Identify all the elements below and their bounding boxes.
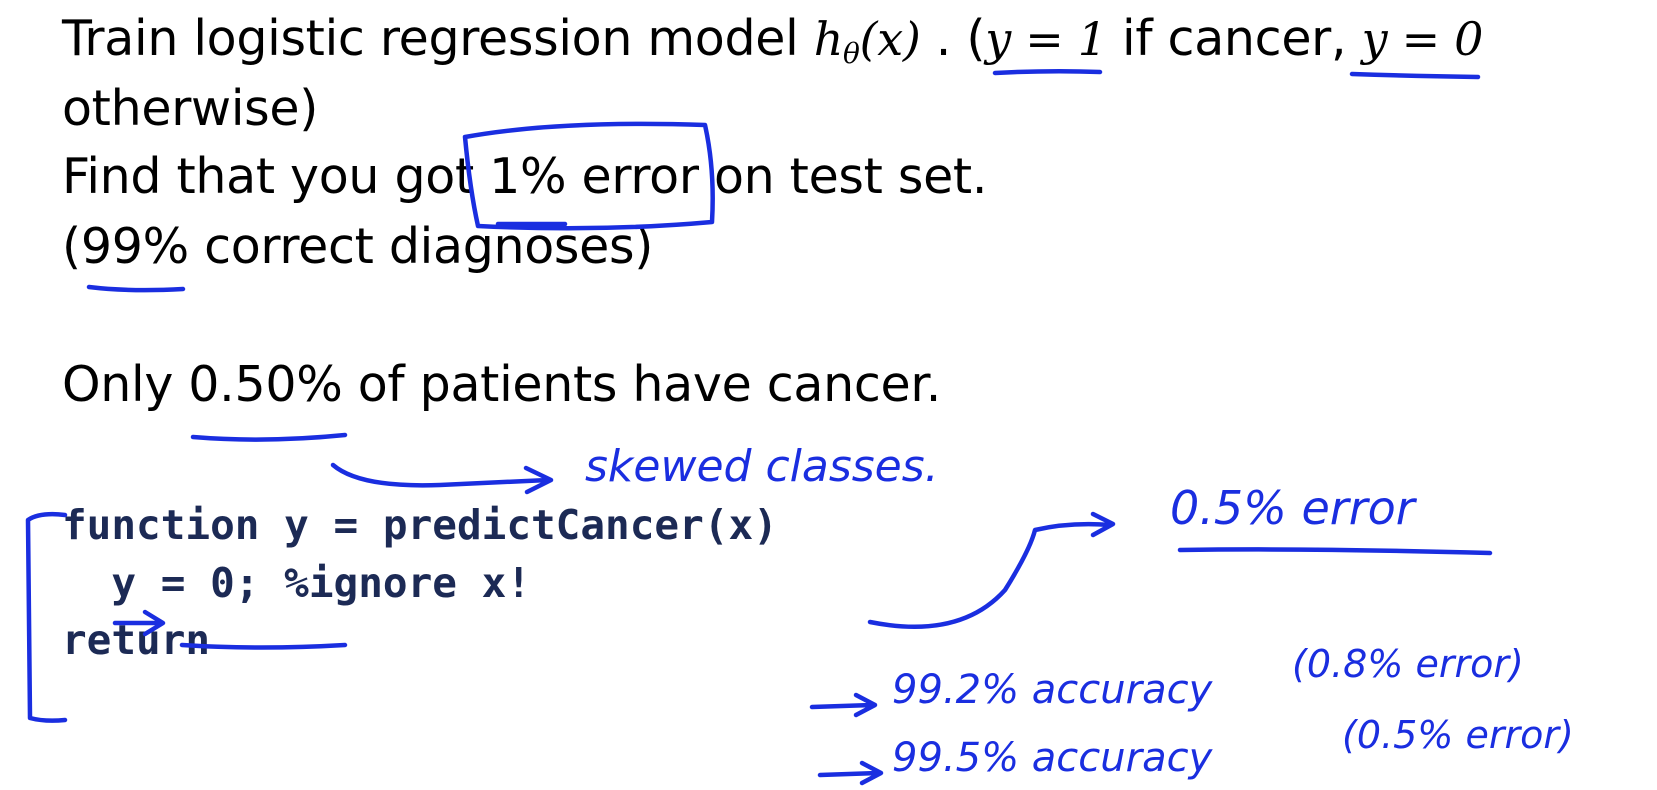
one-percent-error: 1% error	[489, 148, 699, 205]
code-function-line: function y = predictCancer(x)	[62, 501, 778, 549]
otherwise-text: otherwise)	[62, 80, 319, 137]
underline-y-equals-zero	[1349, 71, 1481, 80]
accuracy-two-note: 99.5% accuracy	[892, 735, 1213, 781]
underline-y-zero-code	[179, 642, 348, 650]
arrow-accuracy-one	[809, 692, 878, 718]
code-bracket	[25, 511, 68, 723]
error-one-note: (0.8% error)	[1292, 642, 1524, 686]
underline-ninety-nine	[86, 284, 186, 293]
y-equals-zero: y = 0	[1361, 12, 1484, 66]
separator-text: . (	[920, 10, 986, 67]
arrow-to-skewed	[330, 462, 554, 495]
statement-train-model: Train logistic regression model hθ(x) . …	[62, 14, 1483, 68]
cancer-rate-text: Only 0.50% of patients have cancer.	[62, 356, 941, 413]
accuracy-one-note: 99.2% accuracy	[892, 667, 1213, 713]
skewed-classes-note: skewed classes.	[585, 441, 939, 492]
underline-half-error	[1177, 547, 1493, 556]
code-assign-line: y = 0; %ignore x!	[62, 559, 531, 607]
underline-half-percent	[190, 432, 348, 442]
if-cancer-text: if cancer,	[1106, 10, 1362, 67]
y-equals-one: y = 1	[985, 12, 1107, 66]
statement-test-error: Find that you got 1% error on test set.	[62, 148, 988, 205]
error-two-note: (0.5% error)	[1342, 713, 1574, 757]
half-error-note: 0.5% error	[1170, 481, 1415, 535]
underline-y-equals-one	[992, 68, 1103, 76]
box-one-percent-error	[462, 121, 715, 231]
train-text: Train logistic regression model	[62, 10, 799, 67]
hypothesis-formula: hθ(x)	[813, 12, 921, 70]
code-return-line: return	[62, 616, 211, 664]
curve-to-half-error	[867, 511, 1116, 629]
arrow-to-code-line	[112, 609, 166, 637]
arrow-accuracy-two	[817, 760, 884, 786]
